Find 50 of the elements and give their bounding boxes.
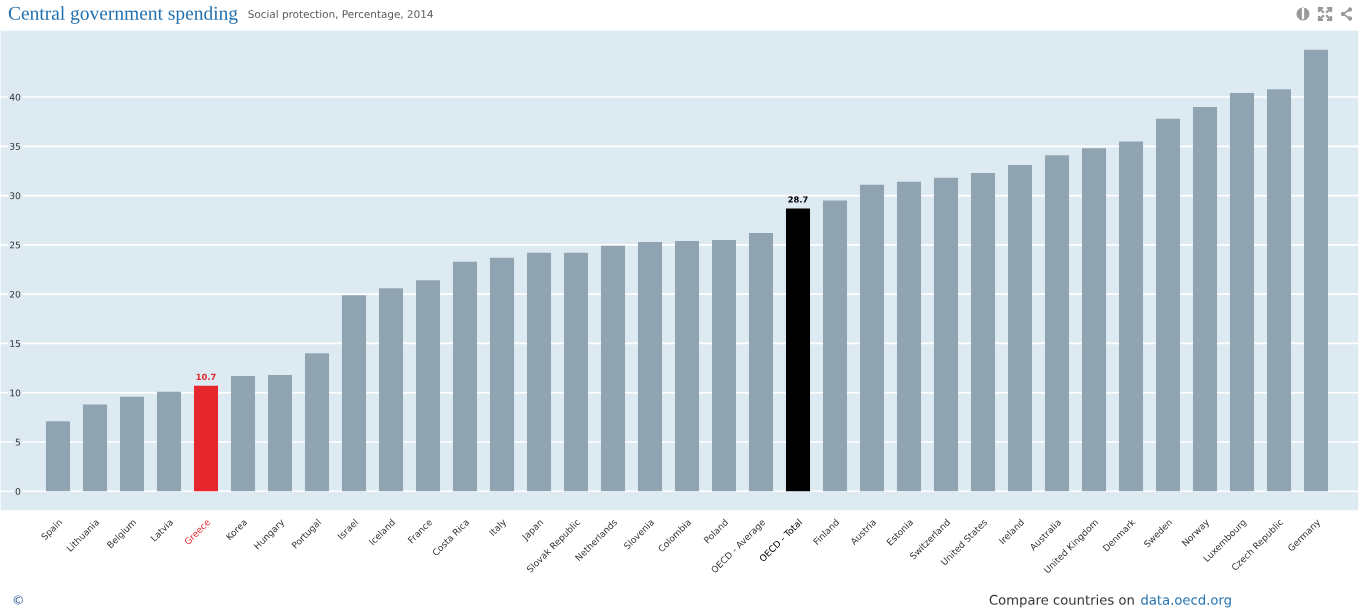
text: © (13, 595, 23, 605)
bar (1303, 49, 1329, 492)
y-tick-label: 20 (10, 290, 21, 298)
bar (489, 257, 515, 492)
bar (600, 245, 626, 492)
chart-title: Central government spending (8, 6, 238, 24)
bar (859, 184, 885, 492)
bar (45, 421, 71, 492)
y-tick-label: 25 (10, 241, 21, 249)
bar (415, 280, 441, 492)
y-tick-label: 10 (10, 389, 21, 397)
bar (896, 181, 922, 492)
bar (1007, 165, 1033, 492)
bar (1266, 89, 1292, 492)
bar (748, 233, 774, 492)
y-tick-label: 35 (10, 143, 21, 150)
bar (304, 353, 330, 492)
bar (674, 240, 700, 492)
bar (452, 261, 478, 492)
bar (711, 239, 737, 492)
bar (933, 177, 959, 492)
y-tick-label: 40 (9, 93, 21, 101)
bar (637, 241, 663, 492)
data-label: 28.7 (788, 196, 808, 203)
bar (193, 385, 219, 492)
bar (526, 252, 552, 492)
bar (378, 288, 404, 492)
bar (267, 374, 293, 492)
bar (1192, 106, 1218, 492)
bar (82, 404, 108, 492)
y-tick-label: 15 (10, 340, 21, 347)
text: Compare countries on data.oecd.org (989, 594, 1231, 608)
bar (230, 375, 256, 492)
bar (119, 396, 145, 492)
y-tick-label: 30 (10, 192, 21, 200)
y-tick-label: 5 (15, 438, 21, 446)
bar (563, 252, 589, 492)
y-tick-label: 0 (15, 488, 21, 495)
chart-subtitle: Social protection, Percentage, 2014 (248, 9, 433, 21)
bar (1155, 118, 1181, 492)
bar (341, 295, 367, 492)
bar (1044, 155, 1070, 492)
data-label: 10.7 (196, 373, 216, 381)
bar (822, 200, 848, 492)
bar (1081, 148, 1107, 492)
bar (1118, 141, 1144, 492)
bar (785, 208, 811, 492)
bar (970, 172, 996, 492)
bar (1229, 93, 1255, 492)
bar (156, 391, 182, 492)
